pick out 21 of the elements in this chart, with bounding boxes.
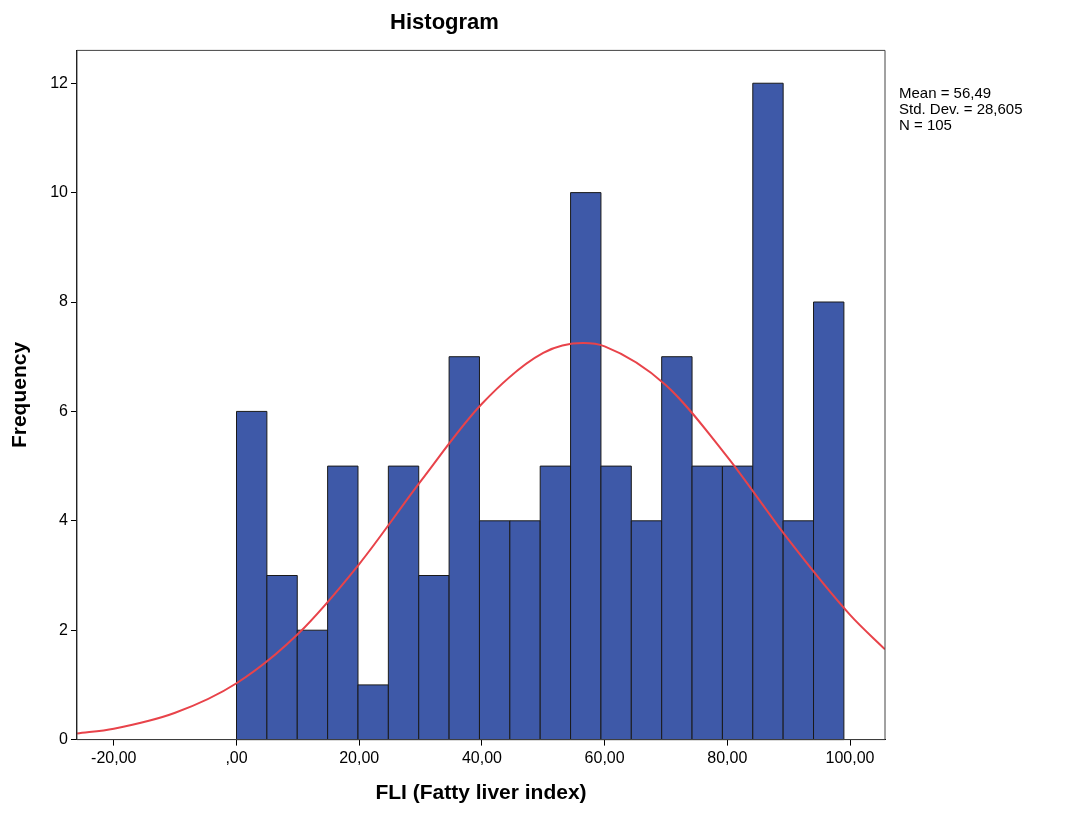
y-tick-label: 2 — [59, 620, 69, 638]
y-tick-label: 10 — [50, 183, 69, 201]
y-tick-label: 0 — [59, 730, 69, 748]
x-tick-label: 80,00 — [707, 748, 748, 766]
y-tick-label: 12 — [50, 73, 69, 91]
x-tick-label: 20,00 — [339, 748, 380, 766]
y-axis-title: Frequency — [7, 341, 31, 449]
text: Mean = 56,49 — [899, 84, 992, 102]
x-axis-title: FLI (Fatty liver index) — [375, 780, 587, 804]
text: N = 105 — [899, 116, 952, 134]
text: Std. Dev. = 28,605 — [899, 100, 1023, 118]
y-tick-label: 4 — [59, 511, 69, 529]
chart-title: Histogram — [390, 9, 499, 35]
x-tick-label: ,00 — [225, 748, 248, 766]
x-tick-label: 60,00 — [584, 748, 625, 766]
x-tick-label: -20,00 — [91, 748, 137, 766]
x-tick-label: 40,00 — [461, 748, 503, 766]
x-tick-label: 100,00 — [825, 748, 875, 766]
y-tick-label: 8 — [59, 292, 69, 310]
line-series — [77, 342, 885, 735]
y-tick-label: 6 — [59, 401, 69, 419]
